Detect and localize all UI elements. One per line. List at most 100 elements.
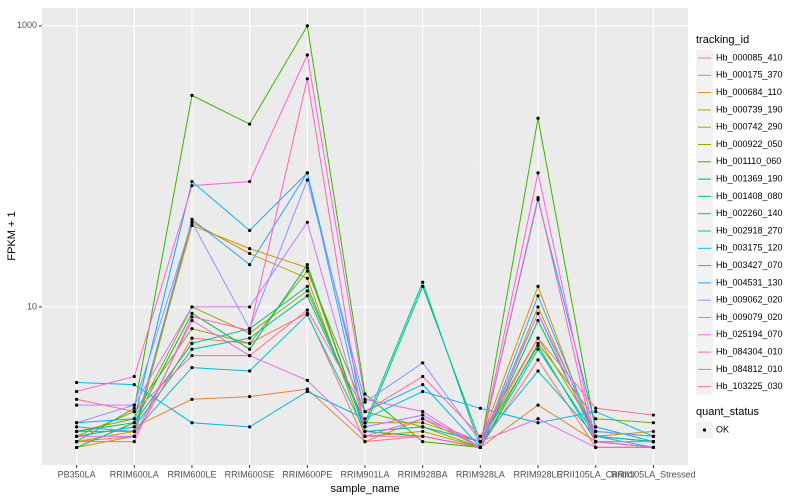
- data-point: [190, 217, 194, 221]
- data-point: [421, 374, 425, 379]
- data-point: [132, 425, 136, 429]
- data-point: [305, 313, 309, 317]
- x-tick-label: PB350LA: [58, 469, 96, 479]
- data-point: [421, 361, 425, 365]
- data-point: [305, 77, 309, 81]
- data-point: [421, 413, 425, 417]
- data-point: [190, 336, 194, 340]
- x-tick-label: RRIM928BA: [398, 469, 448, 479]
- data-point: [536, 336, 540, 340]
- data-point: [536, 305, 540, 309]
- data-point: [75, 429, 79, 434]
- data-point: [132, 417, 136, 421]
- data-point: [594, 429, 598, 434]
- data-point: [190, 341, 194, 346]
- y-tick-label: 10: [27, 301, 37, 311]
- x-tick-label: RRIM928LA: [456, 469, 505, 479]
- data-point: [132, 429, 136, 434]
- data-point: [248, 179, 252, 184]
- legend-label: Hb_001110_060: [716, 156, 781, 166]
- data-point: [75, 380, 79, 385]
- data-point: [536, 311, 540, 315]
- data-point: [363, 409, 367, 414]
- data-point: [248, 395, 252, 399]
- data-point: [248, 305, 252, 309]
- data-point: [478, 434, 482, 438]
- data-point: [594, 434, 598, 438]
- data-point: [190, 354, 194, 358]
- data-point: [421, 280, 425, 284]
- data-point: [248, 336, 252, 340]
- data-point: [75, 403, 79, 407]
- data-point: [594, 409, 598, 414]
- legend-label: Hb_000175_370: [716, 70, 783, 80]
- data-point: [305, 220, 309, 224]
- data-point: [536, 358, 540, 362]
- data-point: [132, 434, 136, 438]
- legend-label: Hb_009062_020: [716, 295, 783, 305]
- data-point: [248, 331, 252, 335]
- x-tick-label: RRIM600LA: [110, 469, 159, 479]
- data-point: [536, 369, 540, 373]
- point-legend-label: OK: [716, 424, 729, 434]
- data-point: [305, 24, 309, 28]
- data-point: [363, 429, 367, 434]
- x-tick-label: RRIM600LE: [167, 469, 216, 479]
- data-point: [421, 440, 425, 444]
- data-point: [536, 344, 540, 348]
- data-point: [536, 347, 540, 351]
- data-point: [536, 341, 540, 346]
- legend-label: Hb_084304_010: [716, 346, 783, 356]
- data-point: [478, 445, 482, 450]
- data-point: [248, 354, 252, 358]
- legend-label: Hb_084812_010: [716, 364, 783, 374]
- data-point: [132, 440, 136, 444]
- legend-label: Hb_000922_050: [716, 139, 783, 149]
- legend-label: Hb_001408_080: [716, 191, 783, 201]
- data-point: [363, 425, 367, 429]
- x-tick-label: RRII105LA_Stressed: [611, 469, 696, 479]
- data-point: [363, 397, 367, 401]
- data-point: [132, 409, 136, 414]
- y-tick-label: 1000: [17, 20, 37, 30]
- data-point: [363, 421, 367, 425]
- data-point: [132, 374, 136, 379]
- data-point: [305, 178, 309, 182]
- data-point: [190, 93, 194, 98]
- data-point: [248, 369, 252, 373]
- data-point: [363, 392, 367, 396]
- data-point: [651, 413, 655, 417]
- data-point: [75, 397, 79, 401]
- data-point: [421, 409, 425, 414]
- data-point: [363, 434, 367, 438]
- data-point: [305, 276, 309, 280]
- data-point: [651, 429, 655, 434]
- legend-label: Hb_002918_270: [716, 225, 783, 235]
- data-point: [421, 434, 425, 438]
- data-point: [190, 365, 194, 370]
- data-point: [75, 389, 79, 394]
- data-point: [594, 417, 598, 421]
- data-point: [305, 263, 309, 267]
- data-point: [478, 440, 482, 444]
- data-point: [363, 440, 367, 444]
- data-point: [190, 305, 194, 309]
- x-tick-label: RRIM928LE: [514, 469, 563, 479]
- data-point: [421, 425, 425, 429]
- data-point: [536, 417, 540, 421]
- data-point: [248, 251, 252, 256]
- legend-label: Hb_004531_130: [716, 277, 783, 287]
- data-point: [190, 421, 194, 425]
- x-tick-label: RRIM901LA: [340, 469, 389, 479]
- data-point: [536, 116, 540, 120]
- data-point: [421, 417, 425, 421]
- data-point: [248, 341, 252, 346]
- data-point: [190, 311, 194, 315]
- data-point: [75, 440, 79, 444]
- data-point: [248, 247, 252, 251]
- data-point: [305, 294, 309, 298]
- data-point: [190, 397, 194, 401]
- data-point: [190, 223, 194, 228]
- point-legend-title: quant_status: [696, 406, 759, 418]
- data-point: [651, 445, 655, 450]
